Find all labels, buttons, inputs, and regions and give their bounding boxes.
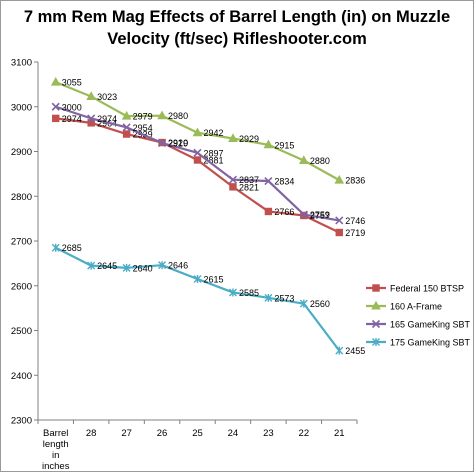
chart-title-line-1: 7 mm Rem Mag Effects of Barrel Length (i… [23,8,451,26]
data-label: 2979 [133,112,153,122]
data-point-marker [299,299,308,308]
x-tick-label: 28 [86,428,97,439]
chart-title: 7 mm Rem Mag Effects of Barrel Length (i… [0,6,474,50]
y-tick-label: 2300 [11,416,32,427]
legend-marker [371,319,381,329]
chart-title-line-2: Velocity (ft/sec) Rifleshooter.com [107,30,367,48]
data-label: 2646 [168,261,188,271]
data-label: 2560 [310,299,330,309]
x-tick-label: 25 [192,428,203,439]
data-label: 2645 [97,261,117,271]
data-point-marker [263,139,274,149]
data-label: 2881 [204,156,224,166]
data-point-marker [51,102,60,111]
y-tick-label: 3100 [11,58,32,69]
data-label: 2719 [345,228,365,238]
y-tick-label: 2800 [11,192,32,203]
data-point-marker [122,263,131,272]
data-point-marker [86,91,97,100]
x-tick-label: Barrel length in inches [42,428,70,472]
data-label: 3023 [97,92,117,102]
data-label: 2821 [239,182,259,192]
data-label: 2880 [310,156,330,166]
data-label: 3055 [62,78,82,88]
data-label: 2640 [133,263,153,273]
data-point-marker [335,216,344,225]
x-tick-label: 26 [157,428,168,439]
data-point-marker [228,288,237,297]
data-label: 2759 [310,210,330,220]
data-point-marker [51,243,60,252]
data-point-marker [193,148,202,157]
data-point-marker [229,183,237,191]
data-label: 2834 [274,177,294,187]
legend-label: 160 A-Frame [390,302,442,312]
data-label: 2980 [168,111,188,121]
legend-marker [371,300,381,310]
data-label: 2685 [62,243,82,253]
data-point-marker [121,110,132,120]
data-label: 2974 [62,114,82,124]
data-point-marker [193,156,202,164]
legend-label: 175 GameKing SBT [390,338,471,348]
data-label: 2974 [97,114,117,124]
data-label: 2897 [204,148,224,158]
data-label: 2954 [133,123,153,133]
x-tick-label: 27 [121,428,132,439]
x-tick-label: 24 [228,428,239,439]
data-point-marker [264,293,273,302]
data-label: 2455 [345,346,365,356]
legend-label: Federal 150 BTSP [390,284,464,294]
x-tick-label: 21 [334,428,345,439]
data-point-marker [87,119,95,127]
data-label: 2837 [239,175,259,185]
data-point-marker [228,133,238,143]
y-tick-label: 3000 [11,102,32,113]
data-point-marker [50,76,61,86]
data-point-marker [122,123,131,132]
y-tick-label: 2400 [11,371,32,382]
data-label: 2920 [168,138,188,148]
data-label: 2836 [345,176,365,186]
data-point-marker [299,210,308,219]
data-label: 2766 [274,207,294,217]
data-point-marker [335,228,343,237]
data-point-marker [52,114,60,123]
data-label: 2919 [168,138,188,148]
y-tick-label: 2900 [11,147,32,158]
data-point-marker [87,114,96,123]
data-label: 2746 [345,216,365,226]
data-label: 3000 [62,102,82,112]
y-tick-label: 2600 [11,281,32,292]
data-point-marker [334,174,345,184]
x-tick-label: 23 [263,428,274,439]
data-point-marker [157,138,167,148]
data-point-marker [158,261,167,270]
legend-marker [372,338,380,346]
data-point-marker [298,155,309,164]
data-point-marker [264,176,273,186]
data-point-marker [193,275,202,284]
data-label: 2915 [274,140,294,150]
legend-marker [372,284,380,292]
data-point-marker [264,207,273,216]
data-label: 2757 [310,211,330,221]
data-point-marker [122,130,131,138]
data-label: 2585 [239,288,259,298]
y-tick-label: 2700 [11,237,32,248]
y-tick-label: 2500 [11,326,32,337]
data-point-marker [157,110,167,120]
data-point-marker [87,261,96,270]
data-label: 2573 [274,293,294,303]
data-label: 2615 [204,275,224,285]
data-point-marker [335,346,344,355]
data-label: 2942 [204,128,224,138]
data-point-marker [228,175,238,184]
x-tick-label: 22 [299,428,310,439]
data-label: 2929 [239,134,259,144]
data-point-marker [192,127,203,137]
legend-label: 165 GameKing SBT [390,320,471,330]
